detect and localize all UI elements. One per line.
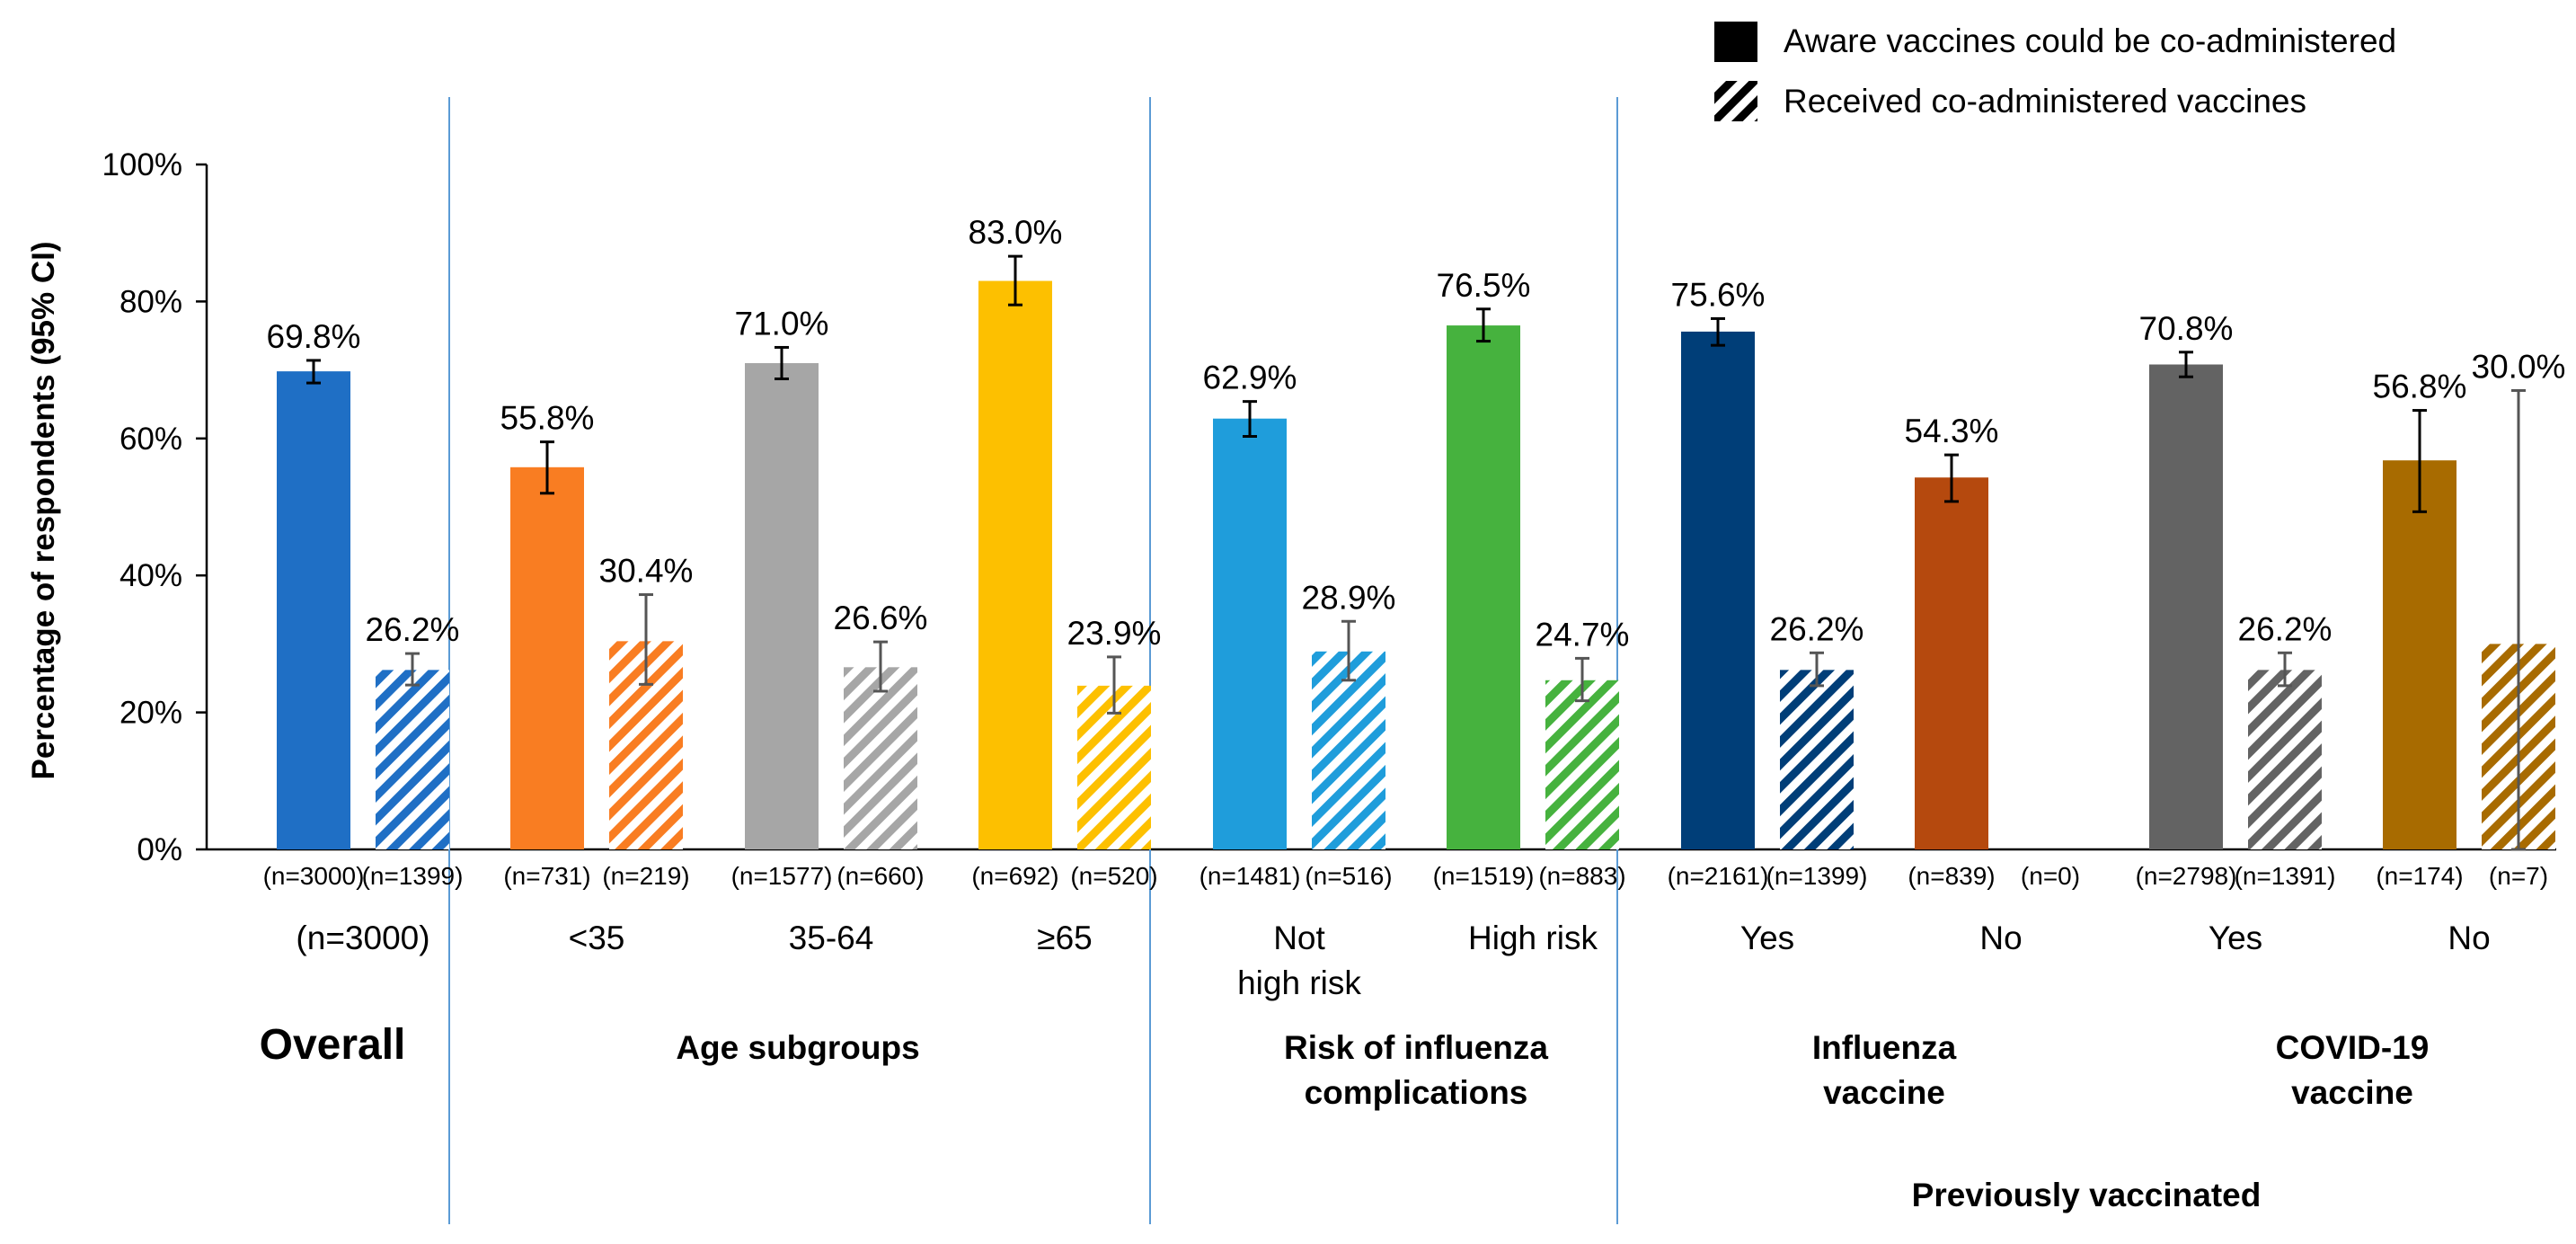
data-label: 30.0% <box>2472 348 2566 385</box>
n-label: (n=1391) <box>2235 862 2336 890</box>
data-label: 54.3% <box>1905 413 1999 449</box>
received-bar <box>2248 670 2322 849</box>
aware-bar <box>1681 331 1755 850</box>
data-label: 76.5% <box>1437 267 1531 304</box>
y-tick-label: 0% <box>137 832 182 867</box>
data-label: 30.4% <box>599 553 694 590</box>
category-label: Yes <box>2209 920 2262 956</box>
data-label: 83.0% <box>969 214 1063 251</box>
received-bar <box>1312 651 1385 849</box>
group-title: COVID-19 <box>2276 1029 2430 1066</box>
n-label: (n=219) <box>602 862 689 890</box>
data-label: 70.8% <box>2139 310 2234 347</box>
n-label: (n=1399) <box>362 862 464 890</box>
received-bar <box>1780 670 1854 849</box>
aware-bar <box>510 466 584 849</box>
data-label: 26.2% <box>1770 610 1864 647</box>
data-label: 69.8% <box>267 318 361 355</box>
group-title: Risk of influenza <box>1284 1029 1548 1066</box>
legend-swatch-solid <box>1714 22 1757 62</box>
legend-swatch-hatched <box>1714 81 1757 121</box>
category-label: Not <box>1273 920 1325 956</box>
aware-bar <box>2383 460 2456 849</box>
n-label: (n=2161) <box>1668 862 1769 890</box>
group-title: Influenza <box>1812 1029 1957 1066</box>
category-label: ≥65 <box>1037 920 1092 956</box>
aware-bar <box>2149 364 2223 849</box>
n-label: (n=520) <box>1070 862 1157 890</box>
received-bar <box>376 670 449 849</box>
received-bar <box>1545 680 1619 849</box>
data-label: 62.9% <box>1203 360 1297 396</box>
y-axis-label: Percentage of respondents (95% CI) <box>26 241 61 779</box>
n-label: (n=174) <box>2376 862 2463 890</box>
y-tick-label: 100% <box>102 147 182 182</box>
data-label: 28.9% <box>1302 579 1396 616</box>
category-label: high risk <box>1237 964 1361 1001</box>
n-label: (n=3000) <box>263 862 365 890</box>
n-label: (n=1577) <box>731 862 833 890</box>
n-label: (n=692) <box>971 862 1058 890</box>
data-label: 56.8% <box>2373 369 2467 405</box>
n-label: (n=731) <box>503 862 590 890</box>
aware-bar <box>1213 418 1287 849</box>
n-label: (n=660) <box>837 862 924 890</box>
data-label: 26.2% <box>366 611 460 648</box>
n-label: (n=0) <box>2021 862 2080 890</box>
legend-label-received: Received co-administered vaccines <box>1784 83 2306 120</box>
data-label: 26.6% <box>834 600 928 636</box>
super-title: Previously vaccinated <box>1912 1177 2262 1213</box>
category-label: <35 <box>569 920 625 956</box>
data-label: 24.7% <box>1536 616 1630 653</box>
n-label: (n=1399) <box>1766 862 1868 890</box>
legend-label-aware: Aware vaccines could be co-administered <box>1784 22 2396 59</box>
y-tick-label: 80% <box>120 284 182 319</box>
y-tick-label: 60% <box>120 422 182 457</box>
aware-bar <box>1915 477 1988 849</box>
data-label: 75.6% <box>1671 276 1766 313</box>
group-title: vaccine <box>1823 1074 1945 1111</box>
y-tick-label: 20% <box>120 696 182 731</box>
category-label: Yes <box>1740 920 1794 956</box>
y-tick-label: 40% <box>120 558 182 593</box>
group-title: Age subgroups <box>676 1029 919 1066</box>
category-label: (n=3000) <box>296 920 429 956</box>
aware-bar <box>745 362 819 850</box>
legend: Aware vaccines could be co-administered … <box>1714 22 2396 121</box>
n-label: (n=883) <box>1538 862 1625 890</box>
n-label: (n=2798) <box>2136 862 2237 890</box>
category-label: No <box>2448 920 2490 956</box>
data-label: 26.2% <box>2238 610 2333 647</box>
data-label: 71.0% <box>735 305 829 342</box>
category-label: No <box>1979 920 2022 956</box>
data-label: 55.8% <box>500 400 595 437</box>
y-axis: Percentage of respondents (95% CI) 0% 20%… <box>26 147 208 867</box>
group-title: Overall <box>260 1021 406 1069</box>
aware-bar <box>1447 325 1520 849</box>
received-bar <box>844 667 917 849</box>
category-label: 35-64 <box>789 920 874 956</box>
n-label: (n=1481) <box>1199 862 1301 890</box>
data-label: 23.9% <box>1067 615 1162 652</box>
n-label: (n=516) <box>1305 862 1392 890</box>
aware-bar <box>277 371 350 849</box>
group-title: complications <box>1305 1074 1528 1111</box>
n-label: (n=839) <box>1908 862 1995 890</box>
aware-bar <box>978 280 1052 849</box>
category-label: High risk <box>1468 920 1598 956</box>
n-label: (n=7) <box>2489 862 2548 890</box>
n-label: (n=1519) <box>1433 862 1535 890</box>
group-title: vaccine <box>2291 1074 2413 1111</box>
